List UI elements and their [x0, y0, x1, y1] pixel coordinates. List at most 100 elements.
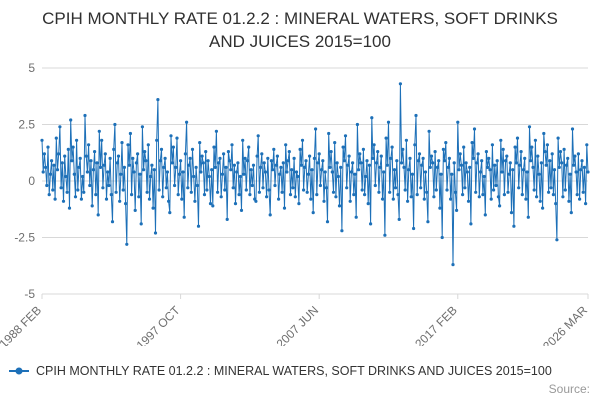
data-point: [293, 195, 297, 199]
data-point: [355, 122, 359, 127]
data-point: [69, 118, 73, 122]
data-point: [146, 143, 150, 147]
data-point: [237, 193, 241, 197]
data-point: [91, 168, 95, 172]
data-point: [358, 152, 362, 156]
data-point: [509, 211, 514, 215]
data-point: [320, 168, 324, 172]
data-point: [73, 195, 78, 199]
data-point: [366, 202, 370, 206]
data-point: [315, 193, 319, 197]
data-point: [389, 156, 393, 160]
data-point: [90, 204, 94, 208]
data-point: [206, 159, 210, 163]
data-point: [177, 172, 181, 176]
data-point: [267, 188, 271, 192]
data-point: [284, 143, 288, 147]
data-point: [285, 170, 289, 174]
data-point: [282, 206, 287, 210]
data-point: [87, 143, 91, 147]
data-point: [458, 152, 462, 156]
data-point: [201, 161, 205, 165]
data-point: [377, 190, 381, 194]
data-point: [306, 172, 310, 176]
data-point: [207, 174, 211, 179]
data-point: [275, 154, 279, 158]
data-point: [462, 145, 466, 149]
data-point: [51, 188, 55, 192]
data-point: [463, 186, 467, 190]
data-point: [292, 156, 296, 160]
data-point: [137, 195, 141, 199]
data-point: [437, 159, 441, 163]
data-point: [563, 188, 567, 192]
data-point: [232, 163, 236, 167]
data-point: [125, 242, 129, 246]
data-point: [576, 152, 581, 156]
data-point: [566, 156, 570, 160]
data-point: [408, 156, 412, 160]
data-point: [304, 159, 308, 163]
data-point: [561, 195, 565, 199]
data-point: [493, 163, 497, 167]
data-point: [581, 190, 585, 194]
data-point: [142, 168, 146, 172]
data-point: [230, 143, 234, 147]
data-point: [512, 224, 516, 228]
data-point: [575, 193, 579, 197]
data-point: [94, 193, 98, 197]
data-point: [360, 188, 364, 192]
data-point: [438, 206, 442, 210]
data-point: [457, 168, 461, 172]
data-point: [120, 141, 124, 145]
data-point: [198, 141, 202, 145]
x-axis-tick-label: 2007 JUN: [274, 303, 322, 346]
legend-item[interactable]: CPIH MONTHLY RATE 01.2.2 : MINERAL WATER…: [8, 364, 592, 378]
data-point: [353, 172, 357, 176]
data-point: [241, 138, 245, 142]
data-point: [188, 156, 192, 160]
data-point: [396, 193, 400, 197]
data-point: [187, 163, 191, 167]
data-point: [297, 202, 301, 206]
data-point: [250, 183, 254, 188]
data-point: [310, 168, 314, 172]
data-point: [195, 183, 199, 188]
y-axis-tick-label: -5: [24, 287, 35, 301]
data-point: [431, 161, 435, 165]
data-point: [60, 161, 64, 165]
data-point: [465, 170, 469, 174]
data-point: [542, 131, 546, 136]
data-point: [426, 220, 430, 224]
data-point: [89, 159, 93, 163]
data-point: [138, 172, 142, 176]
data-point: [453, 190, 457, 194]
data-point: [107, 183, 111, 188]
data-point: [128, 131, 132, 136]
data-point: [494, 183, 498, 188]
data-point: [136, 152, 140, 156]
data-point: [466, 199, 471, 203]
data-point: [119, 172, 123, 176]
data-point: [413, 143, 417, 147]
data-point: [515, 136, 520, 140]
data-point: [81, 174, 85, 179]
data-point: [428, 165, 432, 169]
legend-label: CPIH MONTHLY RATE 01.2.2 : MINERAL WATER…: [36, 364, 552, 378]
data-point: [228, 159, 232, 163]
data-point: [144, 159, 148, 163]
data-point: [322, 199, 326, 203]
data-point: [58, 125, 62, 129]
data-point: [523, 156, 527, 160]
data-point: [526, 215, 530, 219]
data-point: [316, 161, 320, 165]
data-point: [519, 150, 523, 154]
data-point: [446, 165, 450, 169]
data-point: [83, 113, 87, 118]
data-point: [552, 168, 557, 172]
data-point: [455, 208, 459, 212]
data-point: [212, 145, 216, 149]
data-point: [287, 150, 291, 154]
data-point: [508, 161, 512, 165]
data-point: [560, 161, 564, 165]
